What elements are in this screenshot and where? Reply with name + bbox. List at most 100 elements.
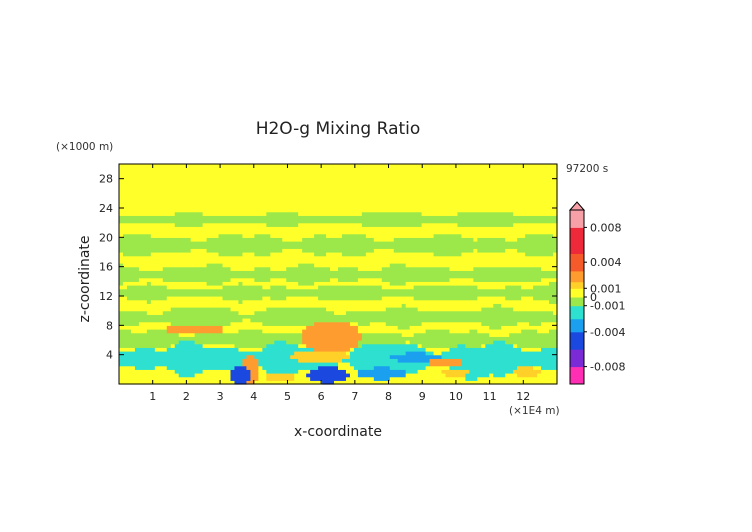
y-tick-label: 12	[99, 290, 113, 303]
heatmap-cell	[119, 332, 180, 337]
heatmap-cell	[254, 277, 271, 282]
heatmap-cell	[230, 307, 267, 312]
heatmap-cell	[146, 310, 164, 315]
heatmap-cell	[206, 263, 224, 268]
heatmap-cell	[119, 347, 136, 352]
x-tick-label: 1	[149, 390, 156, 403]
colorbar-swatch	[570, 323, 584, 326]
heatmap-cell	[119, 296, 128, 301]
heatmap-cell	[389, 376, 467, 381]
heatmap-cell	[485, 343, 514, 348]
x-tick-label: 12	[516, 390, 530, 403]
heatmap-cell	[119, 263, 124, 268]
heatmap-cell	[202, 369, 232, 374]
heatmap-cell	[258, 376, 267, 381]
heatmap-cell	[433, 233, 463, 238]
heatmap-cell	[393, 248, 474, 253]
heatmap-cell	[254, 233, 271, 238]
heatmap-cell	[517, 248, 558, 253]
heatmap-cell	[445, 373, 467, 378]
heatmap-cell	[318, 296, 383, 301]
chart-title: H2O-g Mixing Ratio	[256, 119, 421, 139]
heatmap-cell	[270, 266, 287, 271]
heatmap-cell	[242, 252, 255, 257]
colorbar-label: -0.001	[590, 300, 625, 313]
heatmap-cell	[357, 266, 383, 271]
heatmap-cell	[481, 307, 514, 312]
heatmap-cell	[401, 332, 415, 337]
heatmap-cell	[254, 380, 323, 385]
colorbar-swatch	[570, 292, 584, 296]
heatmap-cell	[330, 266, 339, 271]
colorbar-swatch	[570, 257, 584, 261]
heatmap-cell	[349, 321, 359, 326]
heatmap-cell	[481, 321, 518, 326]
heatmap-cell	[194, 340, 275, 345]
heatmap-cell	[242, 358, 259, 363]
heatmap-cell	[258, 358, 299, 363]
heatmap-cell	[266, 369, 299, 374]
heatmap-cell	[521, 347, 542, 352]
heatmap-cell	[365, 252, 435, 257]
heatmap-cell	[489, 325, 502, 330]
y-tick-label: 20	[99, 231, 113, 244]
heatmap-cell	[389, 365, 427, 370]
heatmap-cell	[119, 230, 558, 235]
heatmap-cell	[449, 266, 474, 271]
colorbar-swatch	[570, 301, 584, 305]
colorbar-swatch	[570, 307, 584, 311]
heatmap-cell	[119, 259, 558, 264]
heatmap-cell	[302, 329, 359, 334]
colorbar-swatch	[570, 327, 584, 331]
colorbar-swatch	[570, 233, 584, 237]
heatmap-cell	[505, 373, 518, 378]
heatmap-cell	[119, 171, 558, 176]
heatmap-cell	[513, 369, 542, 374]
heatmap-cell	[222, 329, 240, 334]
colorbar-swatch	[570, 244, 584, 248]
colorbar-swatch	[570, 318, 584, 322]
heatmap-cell	[469, 369, 514, 374]
heatmap-cell	[146, 281, 152, 286]
heatmap-cell	[230, 266, 255, 271]
heatmap-cell	[119, 303, 403, 308]
colorbar-swatch	[570, 351, 584, 355]
heatmap-cell	[262, 285, 271, 290]
heatmap-cell	[389, 281, 407, 286]
heatmap-cell	[222, 285, 263, 290]
heatmap-cell	[270, 296, 287, 301]
heatmap-cell	[298, 369, 311, 374]
colorbar-swatch	[570, 355, 584, 359]
heatmap-cell	[178, 373, 196, 378]
heatmap-cell	[405, 373, 447, 378]
heatmap-cell	[441, 351, 558, 356]
heatmap-cell	[238, 310, 255, 315]
heatmap-cell	[234, 365, 248, 370]
heatmap-cell	[218, 252, 244, 257]
colorbar-swatch	[570, 333, 584, 337]
heatmap-cell	[298, 263, 315, 268]
heatmap-cell	[119, 200, 558, 205]
colorbar-swatch	[570, 273, 584, 276]
heatmap-cell	[405, 369, 419, 374]
heatmap-cell	[119, 233, 124, 238]
heatmap-cell	[170, 307, 232, 312]
heatmap-cell	[341, 233, 367, 238]
x-tick-label: 4	[250, 390, 257, 403]
heatmap-cell	[119, 167, 558, 172]
heatmap-cell	[119, 362, 244, 367]
heatmap-cell	[258, 373, 267, 378]
heatmap-cell	[242, 233, 255, 238]
heatmap-cell	[222, 281, 240, 286]
y-axis: 4 8 12 16 20 24 28	[99, 173, 557, 362]
colorbar-swatch	[570, 227, 584, 231]
x-tick-label: 10	[449, 390, 463, 403]
heatmap-cell	[122, 252, 152, 257]
heatmap-cell	[449, 365, 518, 370]
heatmap-cell	[357, 321, 371, 326]
colorbar-label: 0	[590, 291, 597, 304]
heatmap-cell	[174, 222, 204, 227]
heatmap-cell	[413, 332, 490, 337]
colorbar-swatch	[570, 329, 584, 333]
heatmap-cell	[222, 296, 263, 301]
